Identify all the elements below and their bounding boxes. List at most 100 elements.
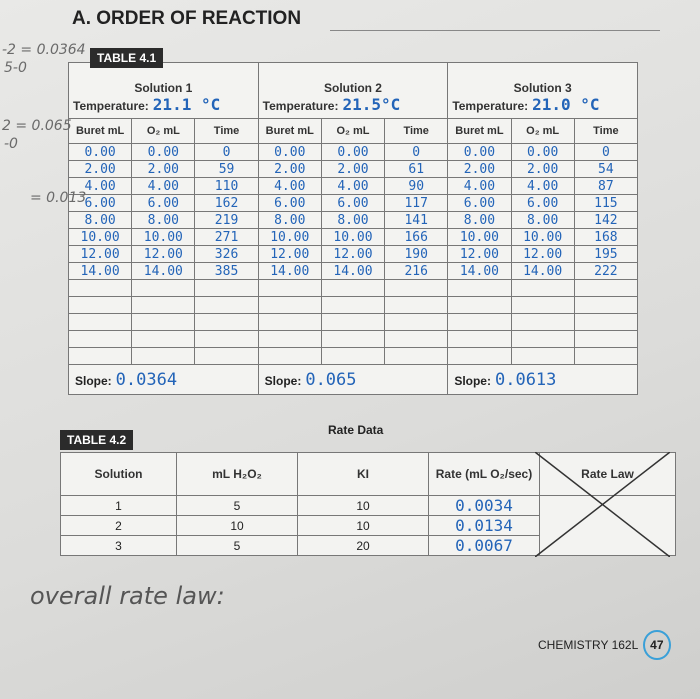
slope-row: Slope: 0.0364 Slope: 0.065 Slope: 0.0613 xyxy=(68,364,638,395)
data-cell: 219 xyxy=(194,211,259,229)
data-cell: 0 xyxy=(384,143,449,161)
data-cell: 10.00 xyxy=(67,228,133,246)
data-cell: 115 xyxy=(573,194,639,212)
temperature-label: Temperature: xyxy=(452,99,529,113)
column-header: Time xyxy=(573,118,639,144)
rate-cell: 0.0134 xyxy=(428,515,540,536)
footer: CHEMISTRY 162L 47 xyxy=(538,630,671,660)
data-cell: 61 xyxy=(384,160,449,178)
data-cell: 20 xyxy=(297,535,429,556)
data-cell: 0.00 xyxy=(131,143,196,161)
data-cell: 222 xyxy=(573,262,639,280)
blank-cell xyxy=(257,330,322,348)
blank-row xyxy=(67,296,639,314)
blank-cell xyxy=(320,330,386,348)
blank-cell xyxy=(384,347,449,365)
data-cell: 12.00 xyxy=(510,245,575,263)
blank-row xyxy=(67,279,639,297)
margin-note: = 0.013 xyxy=(30,190,87,206)
column-header: Buret mL xyxy=(447,118,512,144)
column-header: Buret mL xyxy=(67,118,133,144)
margin-note: -2 = 0.0364 xyxy=(2,42,86,58)
data-cell: 4.00 xyxy=(510,177,575,195)
data-cell: 5 xyxy=(176,495,298,516)
data-cell: 87 xyxy=(573,177,639,195)
blank-cell xyxy=(384,330,449,348)
column-header: O₂ mL xyxy=(510,118,575,144)
blank-cell xyxy=(194,330,259,348)
data-row: 8.00 8.00 219 8.00 8.00 141 8.00 8.00 142 xyxy=(67,211,639,229)
margin-note: 2 = 0.065 xyxy=(2,118,72,134)
data-cell: 162 xyxy=(194,194,259,212)
slope-cell: Slope: 0.0613 xyxy=(447,364,638,395)
data-cell: 6.00 xyxy=(510,194,575,212)
blank-cell xyxy=(194,347,259,365)
blank-cell xyxy=(131,279,196,297)
data-cell: 10 xyxy=(176,515,298,536)
data-cell: 190 xyxy=(384,245,449,263)
blank-cell xyxy=(573,279,639,297)
data-cell: 6.00 xyxy=(320,194,386,212)
blank-cell xyxy=(131,347,196,365)
blank-cell xyxy=(447,279,512,297)
data-cell: 5 xyxy=(176,535,298,556)
blank-cell xyxy=(510,313,575,331)
slope-label: Slope: xyxy=(264,373,302,388)
data-cell: 14.00 xyxy=(257,262,322,280)
data-cell: 4.00 xyxy=(131,177,196,195)
data-cell: 14.00 xyxy=(320,262,386,280)
blank-cell xyxy=(320,296,386,314)
data-cell: 14.00 xyxy=(447,262,512,280)
column-header: Solution xyxy=(60,452,177,496)
data-cell: 4.00 xyxy=(320,177,386,195)
data-cell: 0.00 xyxy=(257,143,322,161)
blank-cell xyxy=(194,279,259,297)
data-cell: 2 xyxy=(60,515,177,536)
data-cell: 0.00 xyxy=(320,143,386,161)
column-header: Rate Law xyxy=(539,452,676,496)
blank-cell xyxy=(131,330,196,348)
blank-cell xyxy=(131,296,196,314)
data-cell: 142 xyxy=(573,211,639,229)
solution-header: Solution 1 Temperature: 21.1 °C xyxy=(68,62,259,119)
blank-cell xyxy=(384,279,449,297)
temperature-value: 21.0 °C xyxy=(532,95,600,114)
data-cell: 166 xyxy=(384,228,449,246)
column-header: mL H₂O₂ xyxy=(176,452,298,496)
rate-cell: 0.0067 xyxy=(428,535,540,556)
data-cell: 4.00 xyxy=(447,177,512,195)
data-cell: 90 xyxy=(384,177,449,195)
blank-cell xyxy=(194,296,259,314)
header-row: Solution mL H₂O₂ KI Rate (mL O₂/sec) Rate La… xyxy=(60,452,676,496)
data-cell: 10.00 xyxy=(510,228,575,246)
data-cell: 4.00 xyxy=(257,177,322,195)
blank-row xyxy=(67,313,639,331)
blank-cell xyxy=(257,296,322,314)
data-cell: 326 xyxy=(194,245,259,263)
slope-value: 0.065 xyxy=(305,369,357,390)
temperature-label: Temperature: xyxy=(262,99,339,113)
data-cell: 2.00 xyxy=(67,160,133,178)
data-cell: 8.00 xyxy=(510,211,575,229)
handwritten-note: overall rate law: xyxy=(30,582,225,610)
blank-cell xyxy=(510,330,575,348)
data-row: 4.00 4.00 110 4.00 4.00 90 4.00 4.00 87 xyxy=(67,177,639,195)
cross xyxy=(535,452,670,557)
data-cell: 54 xyxy=(573,160,639,178)
blank-cell xyxy=(320,313,386,331)
temperature-value: 21.1 °C xyxy=(152,95,221,114)
data-cell: 2.00 xyxy=(447,160,512,178)
rate-cell: 0.0034 xyxy=(428,495,540,516)
blank-cell xyxy=(67,279,133,297)
blank-cell xyxy=(194,313,259,331)
blank-cell xyxy=(320,347,386,365)
data-row: 2 10 10 0.0134 xyxy=(60,515,676,536)
blank-cell xyxy=(573,313,639,331)
data-cell: 3 xyxy=(60,535,177,556)
data-cell: 0.00 xyxy=(447,143,512,161)
column-header: Time xyxy=(194,118,259,144)
data-cell: 12.00 xyxy=(257,245,322,263)
course: CHEMISTRY 162L xyxy=(538,638,638,652)
data-cell: 117 xyxy=(384,194,449,212)
